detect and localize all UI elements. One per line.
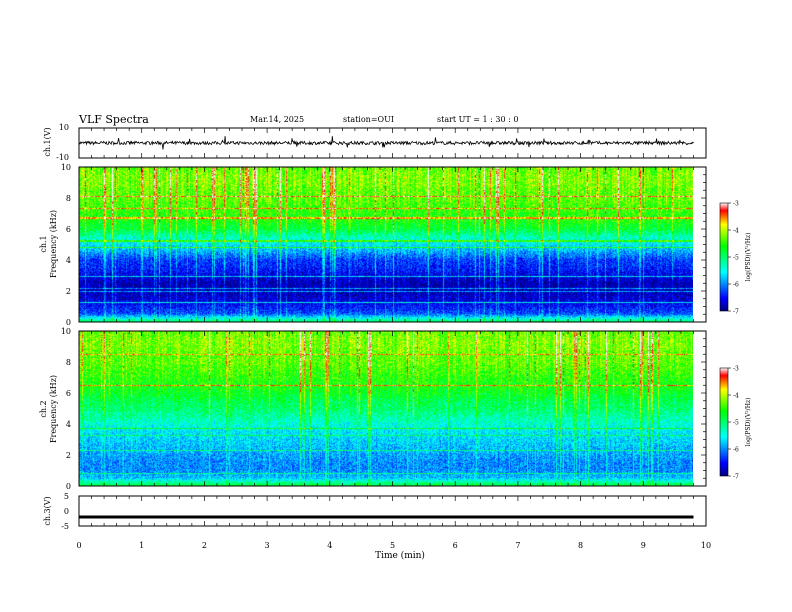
y-tick-label: 2 [66,451,71,460]
waveform-line [78,136,694,150]
colorbar-tick-label: -5 [733,255,739,262]
start-ut-label: start UT = 1 : 30 : 0 [437,115,518,124]
y-tick-label: 0 [66,318,71,327]
colorbar-tick-label: -7 [733,309,739,316]
ch1-spec-ylabel-channel: ch.1 [39,235,48,252]
x-tick-label: 6 [453,541,458,550]
ch3-wave-ylabel: ch.3(V) [43,496,52,525]
ch1-waveform [78,136,694,150]
ch1-wave-ytick-bottom: -10 [56,153,69,162]
y-tick-label: 10 [61,327,71,336]
ch1-wave-panel: ch.1(V) 10 -10 [43,123,707,162]
ch3-wave-ytick-bottom: -5 [61,522,69,531]
colorbar-tick-label: -4 [733,393,739,400]
ch1-spectrogram-panel: ch.1 Frequency (kHz) 0 2 4 6 8 10 [39,163,707,327]
ch2-spec-ylabel: Frequency (kHz) [49,375,58,443]
date-label: Mar.14, 2025 [250,115,304,124]
ch3-wave-ytick-mid: 0 [64,507,69,516]
y-tick-label: 4 [66,256,71,265]
x-tick-label: 3 [265,541,270,550]
ch2-colorbar-label: log(PSD)(V²/Hz) [745,398,752,447]
colorbar-tick-label: -3 [733,201,739,208]
x-tick-label: 5 [390,541,395,550]
y-tick-label: 0 [66,482,71,491]
time-axis-ticks [78,128,707,526]
y-tick-label: 4 [66,420,71,429]
x-tick-label: 10 [701,541,711,550]
ch1-colorbar-scale [719,202,729,312]
colorbar-tick-label: -5 [733,420,739,427]
station-label: station=OUI [343,115,394,124]
y-tick-label: 6 [66,225,71,234]
x-tick-label: 2 [202,541,207,550]
x-tick-label: 4 [327,541,332,550]
x-tick-label: 0 [76,541,81,550]
ch1-wave-ylabel: ch.1(V) [43,127,52,156]
x-tick-label: 1 [139,541,144,550]
y-tick-label: 6 [66,389,71,398]
figure-title: VLF Spectra [78,113,149,126]
ch2-spec-ylabel-channel: ch.2 [39,400,48,417]
colorbar-tick-label: -7 [733,474,739,481]
y-tick-label: 10 [61,163,71,172]
ch1-colorbar: -3 -4 -5 -6 -7 log(PSD)(V²/Hz) [719,201,752,316]
x-tick-label: 7 [515,541,520,550]
y-tick-label: 2 [66,287,71,296]
colorbar-tick-label: -4 [733,228,739,235]
colorbar-tick-label: -3 [733,366,739,373]
ch3-wave-panel: ch.3(V) 5 0 -5 [43,492,707,531]
ch2-colorbar-scale [719,367,729,477]
y-tick-label: 8 [66,358,71,367]
time-axis-label: Time (min) [375,550,425,561]
colorbar-tick-label: -6 [733,282,739,289]
ch1-wave-ytick-top: 10 [59,123,69,132]
ch1-spectrogram [79,167,693,322]
ch1-spec-ylabel: Frequency (kHz) [49,210,58,278]
ch2-spectrogram [79,331,693,486]
colorbar-tick-label: -6 [733,447,739,454]
ch3-wave-ytick-top: 5 [64,492,69,501]
x-tick-label: 8 [578,541,583,550]
ch2-colorbar: -3 -4 -5 -6 -7 log(PSD)(V²/Hz) [719,366,752,481]
x-tick-label: 9 [641,541,646,550]
time-axis-tick-labels: 0 1 2 3 4 5 6 7 8 9 10 [76,541,711,550]
ch2-spectrogram-panel: ch.2 Frequency (kHz) 0 2 4 6 8 10 [39,327,707,491]
y-tick-label: 8 [66,194,71,203]
ch1-colorbar-label: log(PSD)(V²/Hz) [745,233,752,282]
